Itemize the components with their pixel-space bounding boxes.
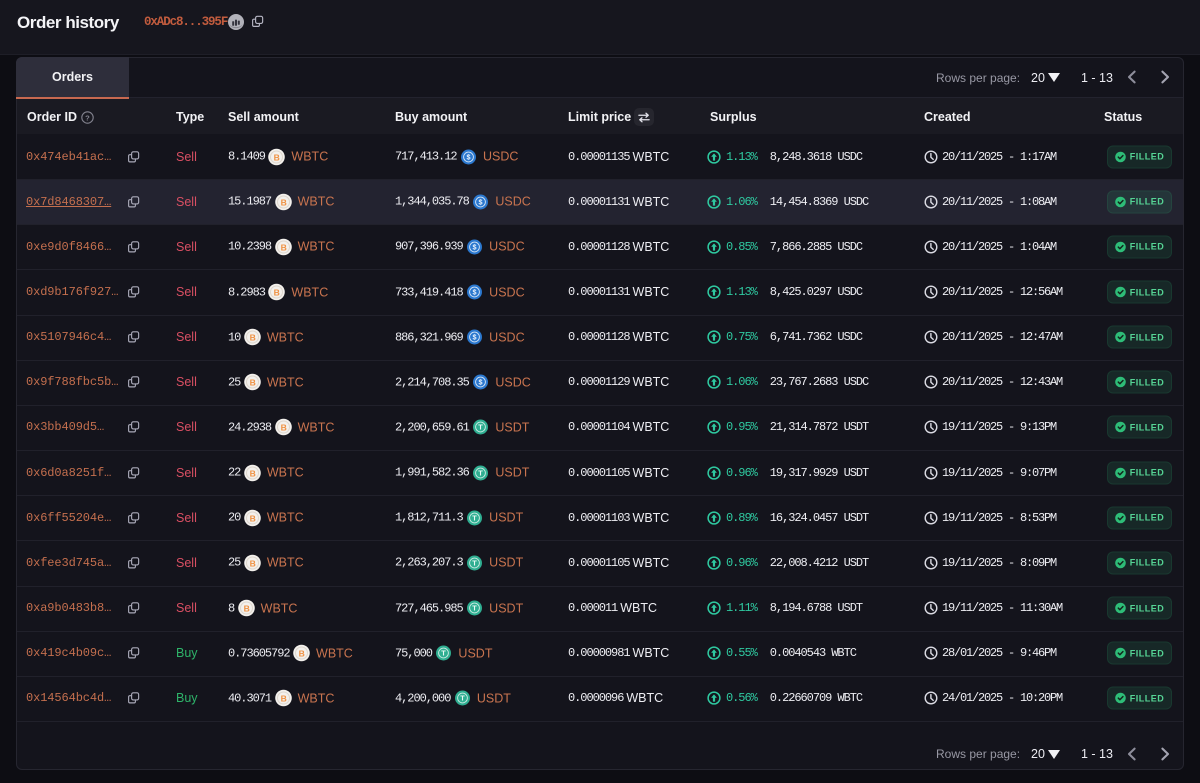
- svg-text:$: $: [479, 197, 483, 206]
- svg-text:B: B: [280, 423, 286, 433]
- svg-text:B: B: [280, 242, 286, 252]
- svg-text:$: $: [473, 243, 477, 252]
- svg-text:B: B: [280, 694, 286, 704]
- svg-text:T: T: [460, 694, 465, 703]
- svg-text:T: T: [472, 604, 477, 613]
- svg-text:B: B: [274, 287, 280, 297]
- svg-text:$: $: [473, 288, 477, 297]
- svg-text:?: ?: [85, 113, 90, 122]
- svg-text:B: B: [249, 378, 255, 388]
- svg-text:B: B: [249, 513, 255, 523]
- svg-text:B: B: [249, 332, 255, 342]
- svg-text:B: B: [280, 197, 286, 207]
- svg-text:$: $: [467, 152, 471, 161]
- svg-text:T: T: [479, 468, 484, 477]
- svg-text:B: B: [243, 603, 249, 613]
- svg-text:B: B: [299, 649, 305, 659]
- svg-text:T: T: [472, 513, 477, 522]
- svg-text:B: B: [249, 558, 255, 568]
- svg-text:$: $: [473, 333, 477, 342]
- svg-text:T: T: [442, 649, 447, 658]
- svg-text:$: $: [479, 378, 483, 387]
- svg-text:T: T: [479, 423, 484, 432]
- svg-text:B: B: [274, 152, 280, 162]
- svg-text:B: B: [249, 468, 255, 478]
- svg-text:T: T: [472, 559, 477, 568]
